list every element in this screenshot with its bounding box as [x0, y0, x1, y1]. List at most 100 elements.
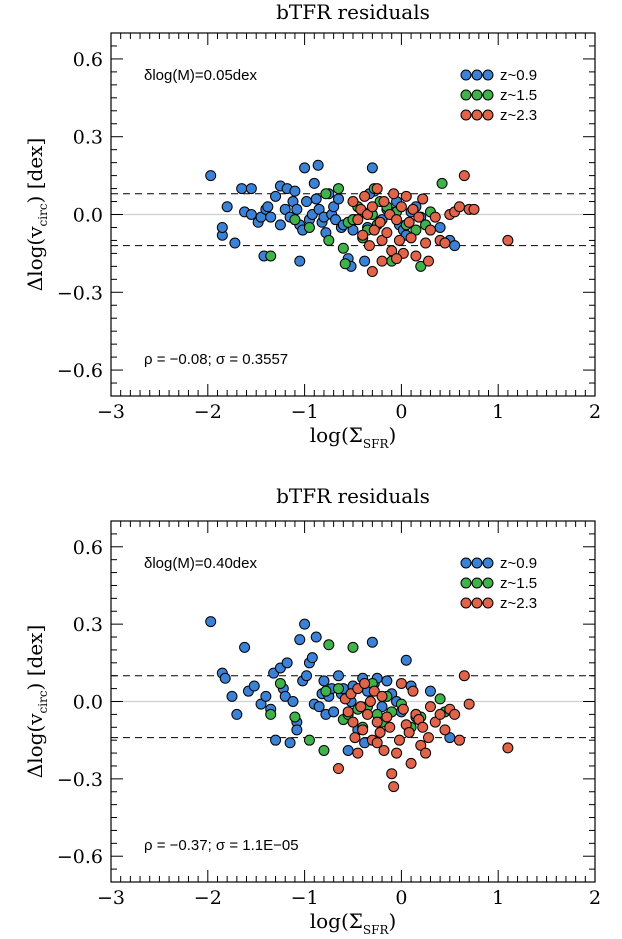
legend-label: z~0.9 — [500, 555, 537, 572]
chart-title: bTFR residuals — [276, 0, 430, 24]
annotation-correlation: ρ = −0.37; σ = 1.1E−05 — [144, 837, 299, 854]
data-point — [395, 677, 407, 689]
data-point — [301, 196, 313, 208]
data-point — [332, 183, 344, 195]
data-point — [434, 693, 446, 705]
data-point — [299, 618, 311, 630]
data-point — [239, 641, 251, 653]
data-point — [439, 724, 451, 736]
data-point — [312, 159, 324, 171]
data-point — [388, 781, 400, 793]
data-point — [434, 708, 446, 720]
series-z~2.3 — [347, 170, 514, 278]
data-point — [453, 734, 465, 746]
data-point — [371, 183, 383, 195]
data-point — [424, 701, 436, 713]
y-axis-label: Δlog(vcirc) [dex] — [23, 138, 50, 292]
data-point — [342, 706, 354, 718]
data-point — [355, 701, 367, 713]
data-point — [415, 260, 427, 272]
data-point — [436, 177, 448, 189]
legend-label: z~2.3 — [500, 595, 537, 612]
data-point — [274, 677, 286, 689]
data-point — [216, 221, 228, 233]
x-tick-label: −3 — [97, 401, 125, 423]
data-point — [388, 188, 400, 200]
data-point — [424, 224, 436, 236]
annotation-delta-mass: δlog(M)=0.05dex — [144, 67, 257, 84]
data-point — [318, 675, 330, 687]
data-point — [362, 209, 374, 220]
data-point — [245, 183, 257, 195]
data-point — [328, 201, 340, 213]
data-point — [381, 227, 393, 239]
legend: z~0.9 z~1.5 z~2.3 — [460, 67, 537, 124]
data-point — [255, 698, 267, 710]
x-axis-label: log(ΣSFR) — [310, 423, 397, 451]
annotation-correlation: ρ = −0.08; σ = 0.3557 — [144, 351, 288, 368]
data-point — [294, 255, 306, 267]
legend-marker — [482, 89, 494, 101]
data-point — [313, 203, 325, 215]
data-point — [226, 690, 238, 702]
legend: z~0.9 z~1.5 z~2.3 — [460, 555, 537, 612]
x-tick-label: 1 — [492, 401, 504, 423]
data-point — [205, 170, 217, 182]
data-point — [289, 214, 301, 226]
data-point — [279, 203, 291, 215]
y-tick-label: −0.6 — [57, 360, 103, 382]
data-point — [313, 701, 325, 713]
data-point — [403, 216, 415, 228]
x-tick-label: 2 — [589, 401, 601, 423]
y-tick-label: 0.6 — [73, 537, 103, 559]
data-point — [339, 258, 351, 270]
y-tick-label: 0.6 — [73, 49, 103, 71]
data-point — [376, 234, 388, 246]
data-point — [352, 214, 364, 226]
data-point — [458, 670, 470, 682]
data-point — [265, 211, 277, 223]
annotation-delta-mass: δlog(M)=0.40dex — [144, 555, 257, 572]
x-tick-label: 1 — [492, 887, 504, 909]
x-tick-label: −1 — [291, 401, 319, 423]
data-point — [378, 744, 390, 756]
data-point — [371, 737, 383, 749]
legend-marker — [482, 69, 494, 81]
y-tick-label: −0.3 — [57, 769, 103, 791]
y-tick-label: −0.3 — [57, 282, 103, 304]
data-point — [366, 201, 378, 213]
data-point — [393, 734, 405, 746]
data-point — [403, 726, 415, 738]
data-point — [368, 224, 380, 236]
data-point — [229, 237, 241, 249]
data-point — [400, 190, 412, 202]
data-point — [231, 708, 243, 720]
data-point — [323, 639, 335, 651]
data-point — [289, 711, 301, 723]
data-point — [391, 747, 403, 759]
series-z~1.5 — [265, 177, 448, 272]
data-point — [306, 652, 318, 664]
data-point — [453, 201, 465, 213]
data-point — [423, 732, 435, 744]
data-point — [463, 698, 475, 710]
data-point — [357, 724, 369, 736]
x-tick-label: 2 — [589, 887, 601, 909]
x-tick-label: −2 — [194, 887, 222, 909]
data-point — [395, 201, 407, 213]
legend-label: z~1.5 — [500, 87, 537, 104]
data-point — [381, 711, 393, 723]
data-point — [347, 641, 359, 653]
data-point — [364, 696, 376, 707]
data-point — [320, 685, 332, 697]
data-point — [449, 708, 461, 720]
x-tick-label: −1 — [291, 887, 319, 909]
data-point — [284, 737, 296, 749]
data-point — [303, 221, 315, 233]
series-z~0.9 — [205, 616, 456, 756]
data-point — [291, 724, 303, 736]
data-point — [410, 250, 422, 262]
x-tick-label: 0 — [395, 887, 407, 909]
data-point — [330, 214, 342, 226]
data-point — [410, 224, 422, 236]
